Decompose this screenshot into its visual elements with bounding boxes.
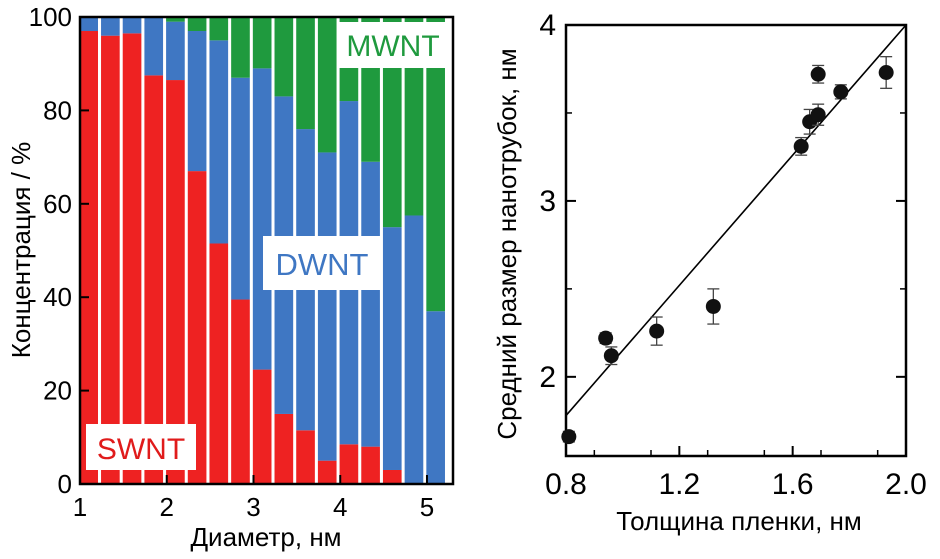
right-plot-frame (564, 23, 908, 458)
x-tick-label: 1.2 (658, 468, 700, 501)
x-tick-label: 3 (246, 492, 260, 522)
bar-swnt (361, 446, 380, 484)
y-tick-label: 0 (58, 469, 72, 499)
data-point (598, 330, 614, 346)
bar-mwnt (426, 17, 445, 312)
label-mwnt-box: MWNT (338, 22, 448, 68)
data-point (833, 84, 849, 100)
bar-mwnt (317, 17, 337, 153)
bar-dwnt (79, 17, 98, 32)
bars-layer (79, 17, 445, 485)
bar-swnt (101, 35, 120, 485)
left-ticks: 1 2 3 4 5 0 20 40 60 80 100 (29, 2, 435, 522)
data-point (603, 348, 619, 364)
bar-swnt (231, 299, 250, 484)
right-y-axis-label: Средний размер нанотрубок, нм (492, 48, 522, 439)
x-tick-label: 4 (333, 492, 347, 522)
y-tick-label: 40 (43, 282, 72, 312)
bar-swnt (144, 75, 164, 485)
annotation-swnt: SWNT (97, 433, 185, 466)
data-point (878, 64, 894, 80)
bar-mwnt (209, 17, 229, 41)
bar-swnt (79, 31, 98, 484)
bar-mwnt (382, 17, 402, 228)
bar-dwnt (144, 17, 164, 76)
bar-dwnt (382, 227, 402, 470)
fit-line (565, 24, 907, 417)
annotation-dwnt: DWNT (276, 247, 369, 282)
data-point (649, 323, 665, 339)
bar-dwnt (101, 17, 120, 36)
y-tick-label: 2 (539, 361, 556, 394)
x-tick-label: 1.6 (772, 468, 814, 501)
y-tick-label: 60 (43, 189, 72, 219)
y-tick-label: 80 (43, 95, 72, 125)
bar-swnt (382, 469, 402, 484)
bar-swnt (122, 33, 142, 484)
data-point (705, 298, 721, 314)
right-ticks: 0.8 1.2 1.6 2.0 2 3 4 (539, 9, 927, 501)
left-plot-frame (78, 15, 455, 486)
bar-dwnt (426, 311, 445, 484)
bar-mwnt (187, 17, 207, 32)
x-tick-label: 2.0 (885, 468, 927, 501)
bar-dwnt (317, 152, 337, 461)
data-point (810, 107, 826, 123)
bar-swnt (339, 444, 359, 484)
bar-swnt (296, 430, 315, 484)
label-swnt-box: SWNT (86, 424, 196, 470)
bar-dwnt (187, 31, 207, 172)
bar-swnt (209, 243, 229, 484)
data-point (561, 429, 577, 445)
bar-swnt (187, 171, 207, 485)
bar-dwnt (122, 17, 142, 34)
x-tick-label: 0.8 (545, 468, 587, 501)
bar-mwnt (274, 17, 294, 97)
bar-dwnt (361, 161, 380, 447)
right-x-axis-label: Толщина пленки, нм (616, 506, 862, 536)
bar-mwnt (296, 17, 315, 130)
left-y-axis-label: Концентрация / % (6, 142, 36, 359)
y-tick-label: 4 (539, 9, 556, 42)
x-tick-label: 5 (420, 492, 434, 522)
bar-dwnt (231, 77, 250, 300)
bar-mwnt (166, 17, 185, 22)
x-tick-label: 2 (160, 492, 174, 522)
stacked-bar-chart: 1 2 3 4 5 0 20 40 60 80 100 SWNT DWNT MWNT Диаметр… (6, 2, 455, 552)
annotation-mwnt: MWNT (346, 30, 439, 63)
bar-dwnt (252, 68, 272, 370)
bar-dwnt (404, 215, 424, 485)
label-dwnt-box: DWNT (263, 236, 381, 290)
data-point (793, 138, 809, 154)
scatter-chart: 0.8 1.2 1.6 2.0 2 3 4 Толщина пленки, нм Средн… (492, 9, 927, 536)
y-tick-label: 20 (43, 376, 72, 406)
bar-swnt (317, 460, 337, 484)
bar-dwnt (209, 40, 229, 244)
bar-swnt (274, 413, 294, 484)
left-x-axis-label: Диаметр, нм (190, 522, 341, 552)
y-tick-label: 100 (29, 2, 72, 32)
bar-swnt (166, 80, 185, 485)
data-point (810, 66, 826, 82)
bar-mwnt (252, 17, 272, 69)
y-tick-label: 3 (539, 185, 556, 218)
bar-dwnt (166, 21, 185, 81)
bar-mwnt (231, 17, 250, 78)
bar-swnt (252, 369, 272, 484)
points-layer (561, 24, 907, 445)
x-tick-label: 1 (73, 492, 87, 522)
